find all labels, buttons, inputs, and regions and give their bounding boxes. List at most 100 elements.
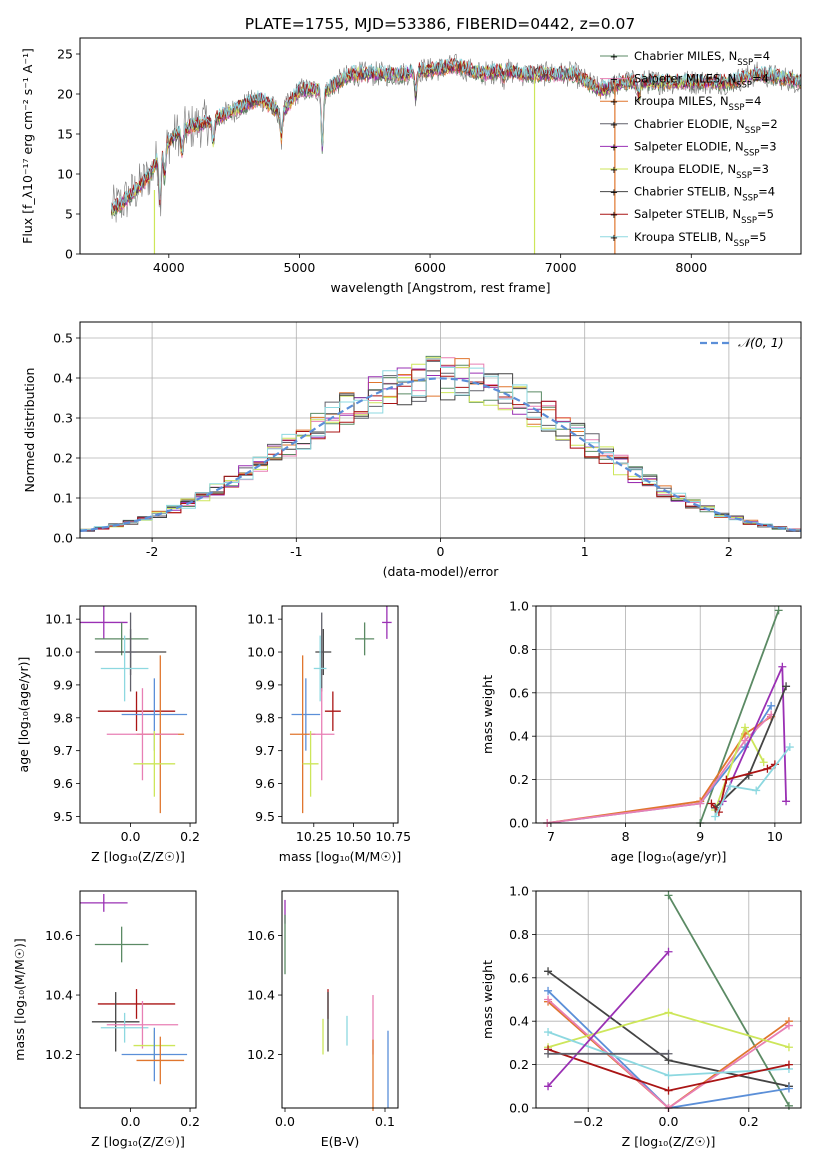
legend-entry: Kroupa STELIB, NSSP=5 <box>634 230 766 249</box>
legend-entry: Salpeter ELODIE, NSSP=3 <box>634 139 777 158</box>
y-tick-label: 25 <box>57 47 73 62</box>
x-tick-label: 0.0 <box>121 829 141 844</box>
weight-marker <box>544 995 553 1004</box>
weight-marker <box>774 606 783 615</box>
legend-entry-subscript: SSP <box>729 103 745 113</box>
legend-entry-suffix: =4 <box>753 49 770 63</box>
x-tick-label: 0.2 <box>180 1114 200 1129</box>
legend-entry: Chabrier MILES, NSSP=4 <box>634 49 770 68</box>
y-axis-label: mass [log₁₀(M/M☉)] <box>12 938 27 1060</box>
y-tick-label: 9.9 <box>53 677 73 692</box>
panel-weight_vs_Z: −0.2 0.0 0.2 0.0 0.2 0.4 0.6 0.8 1.0 Z [log₁₀(Z/Z… <box>480 884 802 1149</box>
weight-marker <box>759 758 768 767</box>
legend-entry-suffix: =2 <box>761 117 778 131</box>
y-tick-label: 9.6 <box>255 776 275 791</box>
legend-entry: Chabrier ELODIE, NSSP=2 <box>634 117 778 136</box>
y-tick-label: 15 <box>57 127 73 142</box>
x-tick-label: 7 <box>547 829 555 844</box>
plot-area-residuals: 𝒩(0, 1) <box>79 335 802 534</box>
y-axis-label: age [log₁₀(age/yr)] <box>16 657 31 773</box>
y-tick-label: 9.7 <box>53 743 73 758</box>
legend-entry: Salpeter STELIB, NSSP=5 <box>634 207 774 226</box>
y-tick-label: 0.8 <box>509 642 529 657</box>
legend-entry-base: Kroupa ELODIE, N <box>634 162 736 176</box>
y-axis-label: Flux [f_λ10⁻¹⁷ erg cm⁻² s⁻¹ A⁻¹] <box>20 48 35 244</box>
legend-entry-base: Salpeter STELIB, N <box>634 207 741 221</box>
legend-entry-subscript: SSP <box>736 171 752 181</box>
spectrum-legend: + Chabrier MILES, NSSP=4 + Salpeter MILES, … <box>600 49 778 249</box>
y-tick-label: 0.6 <box>509 685 529 700</box>
panel-weight_vs_age: 7 8 9 10 0.0 0.2 0.4 0.6 0.8 1.0 age [log₁₀(age/yr… <box>480 599 802 864</box>
legend-entry-subscript: SSP <box>744 148 760 158</box>
plot-area-mass_vs_ebv <box>284 899 389 1111</box>
y-tick-label: 0.0 <box>509 816 529 831</box>
weight-marker <box>778 662 787 671</box>
y-tick-label: 9.8 <box>53 710 73 725</box>
x-axis-label: Z [log₁₀(Z/Z☉)] <box>91 1134 185 1149</box>
x-tick-label: 4000 <box>153 260 185 275</box>
x-axis-label: wavelength [Angstrom, rest frame] <box>330 280 550 295</box>
legend-marker: + <box>610 165 618 176</box>
legend-entry-suffix: =4 <box>758 185 775 199</box>
y-tick-label: 0.4 <box>509 729 529 744</box>
legend-entry-base: Chabrier STELIB, N <box>634 185 742 199</box>
normal-curve <box>79 377 802 533</box>
legend-marker: + <box>610 210 618 221</box>
x-axis-label: Z [log₁₀(Z/Z☉)] <box>91 849 185 864</box>
plot-area-age_vs_mass <box>289 606 392 814</box>
y-tick-label: 0.4 <box>509 1014 529 1029</box>
x-tick-label: 6000 <box>414 260 446 275</box>
y-tick-label: 10.4 <box>45 988 73 1003</box>
x-tick-label: 2 <box>725 544 733 559</box>
y-tick-label: 0.0 <box>53 531 73 546</box>
panel-mass_vs_ebv: 0.0 0.1 10.2 10.4 10.6 E(B-V) <box>247 890 399 1149</box>
plot-area-spectrum: + Chabrier MILES, NSSP=4 + Salpeter MILES, … <box>110 49 801 254</box>
x-tick-label: 8000 <box>675 260 707 275</box>
y-tick-label: 10.1 <box>45 612 73 627</box>
weight-marker <box>741 736 750 745</box>
weight-marker <box>664 1086 673 1095</box>
weight-marker <box>707 799 716 808</box>
weight-marker <box>711 812 720 821</box>
legend-entry-subscript: SSP <box>734 239 750 249</box>
legend-entry-subscript: SSP <box>742 194 758 204</box>
legend-entry: Salpeter MILES, NSSP=4 <box>634 72 769 91</box>
y-tick-label: 0.6 <box>509 970 529 985</box>
y-tick-label: 0.2 <box>509 1057 529 1072</box>
legend-entry-suffix: =3 <box>760 139 777 153</box>
legend-entry: Chabrier STELIB, NSSP=4 <box>634 185 775 204</box>
y-tick-label: 10.2 <box>247 1047 275 1062</box>
legend-entry-base: Kroupa STELIB, N <box>634 230 734 244</box>
panel-residuals: 𝒩(0, 1) -2 -1 0 1 2 0.0 0.1 0.2 0.3 0.4 0.5 (data-mo… <box>22 321 802 579</box>
legend-entry: Kroupa ELODIE, NSSP=3 <box>634 162 769 181</box>
y-tick-label: 9.5 <box>255 809 275 824</box>
weight-marker <box>664 891 673 900</box>
weight-marker <box>544 967 553 976</box>
axes-frame <box>281 605 399 824</box>
weight-line-salpeter-elodie <box>547 951 670 1087</box>
weight-marker <box>784 1060 793 1069</box>
legend-entry-base: Salpeter ELODIE, N <box>634 139 744 153</box>
weight-marker <box>767 701 776 710</box>
weight-marker <box>664 1071 673 1080</box>
y-tick-label: 9.9 <box>255 677 275 692</box>
weight-line-salpeter-miles <box>547 713 772 824</box>
y-tick-label: 10.1 <box>247 612 275 627</box>
axes-frame <box>79 37 802 255</box>
legend-entry-subscript: SSP <box>741 216 757 226</box>
y-tick-label: 10.6 <box>45 928 73 943</box>
y-tick-label: 5 <box>65 207 73 222</box>
panel-mass_vs_Z: 0.0 0.2 10.2 10.4 10.6 Z [log₁₀(Z/Z☉)] mass [l… <box>12 890 200 1149</box>
y-tick-label: 9.8 <box>255 710 275 725</box>
x-tick-label: 10.50 <box>336 829 372 844</box>
weight-marker <box>782 797 791 806</box>
legend-entry-suffix: =5 <box>757 207 774 221</box>
y-tick-label: 10.4 <box>247 988 275 1003</box>
legend-entry-base: Kroupa MILES, N <box>634 94 729 108</box>
weight-marker <box>664 1008 673 1017</box>
y-tick-label: 0.0 <box>509 1101 529 1116</box>
x-tick-label: 0.0 <box>275 1114 295 1129</box>
x-tick-label: 0.2 <box>180 829 200 844</box>
x-tick-label: 0.0 <box>659 1114 679 1129</box>
weight-marker <box>664 947 673 956</box>
